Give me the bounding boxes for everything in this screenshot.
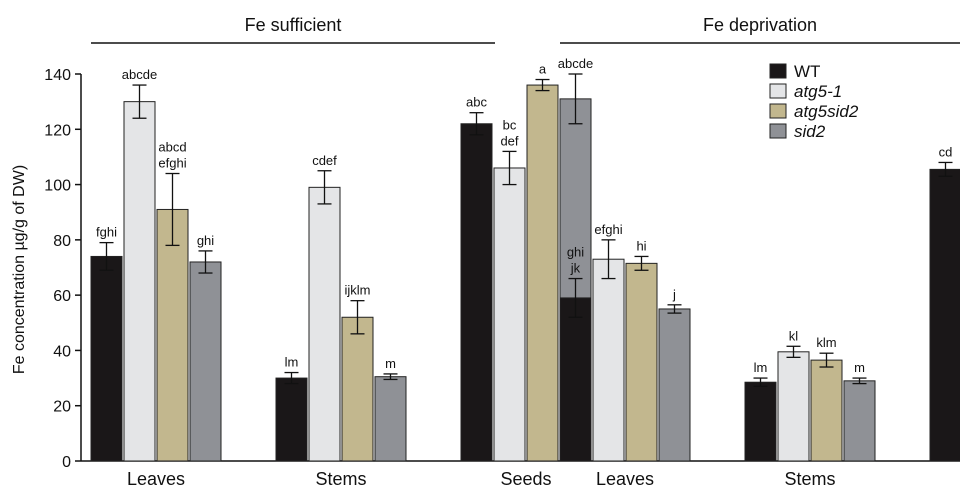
significance-label: cd	[939, 144, 953, 159]
bars-layer: fghiabcdeabcdefghighilmcdefijklmmabcbcde…	[90, 56, 960, 462]
bar-atg5sid2	[810, 359, 843, 462]
y-axis-title: Fe concentration µg/g of DW)	[11, 165, 28, 374]
significance-label: m	[854, 360, 865, 375]
significance-label: kl	[789, 328, 799, 343]
group-title: Fe deprivation	[703, 15, 817, 35]
significance-label: bc	[503, 117, 517, 132]
bar-atg5sid2	[156, 208, 189, 462]
significance-label: efghi	[594, 222, 622, 237]
bar-atg5-1	[493, 167, 526, 462]
significance-label: m	[385, 356, 396, 371]
significance-label: ijklm	[345, 283, 371, 298]
x-axis-labels: LeavesStemsSeedsLeavesStemsSeeds	[127, 469, 836, 489]
significance-label: abcde	[122, 67, 157, 82]
bar-atg5-1	[777, 351, 810, 462]
significance-label: lm	[754, 360, 768, 375]
category-label: Seeds	[500, 469, 551, 489]
significance-label: ghi	[567, 245, 584, 260]
significance-label: jk	[570, 261, 581, 276]
bar-WT	[744, 381, 777, 462]
significance-label: ghi	[197, 233, 214, 248]
category-label: Stems	[315, 469, 366, 489]
y-tick-label: 0	[62, 454, 71, 471]
significance-label: j	[672, 287, 676, 302]
legend-label: sid2	[794, 122, 826, 141]
significance-label: cdef	[312, 153, 337, 168]
y-tick-label: 100	[44, 178, 71, 195]
legend-label: atg5sid2	[794, 102, 859, 121]
bar-atg5-1	[592, 258, 625, 462]
bar-sid2	[374, 376, 407, 462]
legend-label: atg5-1	[794, 82, 842, 101]
bar-WT	[559, 297, 592, 462]
bar-atg5-1	[123, 101, 156, 462]
legend-swatch	[769, 83, 787, 99]
y-tick-label: 140	[44, 67, 71, 84]
bar-atg5sid2	[526, 84, 559, 462]
bar-sid2	[843, 380, 876, 462]
legend-label: WT	[794, 62, 820, 81]
significance-label: klm	[816, 335, 836, 350]
bar-atg5sid2	[341, 316, 374, 462]
bar-WT	[90, 255, 123, 462]
significance-label: efghi	[158, 156, 186, 171]
bar-atg5-1	[308, 186, 341, 462]
bar-WT	[460, 123, 493, 462]
significance-label: fghi	[96, 225, 117, 240]
category-label: Leaves	[596, 469, 654, 489]
legend-swatch	[769, 103, 787, 119]
significance-label: def	[500, 133, 518, 148]
y-tick-label: 120	[44, 122, 71, 139]
y-tick-label: 80	[53, 233, 71, 250]
bar-sid2	[189, 261, 222, 462]
bar-atg5sid2	[625, 262, 658, 462]
y-tick-label: 20	[53, 399, 71, 416]
y-tick-label: 60	[53, 288, 71, 305]
bar-WT	[929, 168, 960, 462]
group-headers: Fe sufficient Fe deprivation	[91, 15, 960, 44]
legend-swatch	[769, 63, 787, 79]
significance-label: hi	[636, 238, 646, 253]
category-label: Leaves	[127, 469, 185, 489]
legend-swatch	[769, 123, 787, 139]
category-label: Stems	[784, 469, 835, 489]
significance-label: abcd	[158, 140, 186, 155]
significance-label: lm	[285, 355, 299, 370]
y-axis: 0 20 40 60 80 100 120 140 Fe concentration µg/g …	[11, 67, 960, 471]
group-title: Fe sufficient	[245, 15, 342, 35]
y-tick-label: 40	[53, 343, 71, 360]
significance-label: abcde	[558, 56, 593, 71]
bar-WT	[275, 377, 308, 462]
significance-label: abc	[466, 95, 487, 110]
significance-label: a	[539, 62, 547, 77]
bar-sid2	[658, 308, 691, 462]
